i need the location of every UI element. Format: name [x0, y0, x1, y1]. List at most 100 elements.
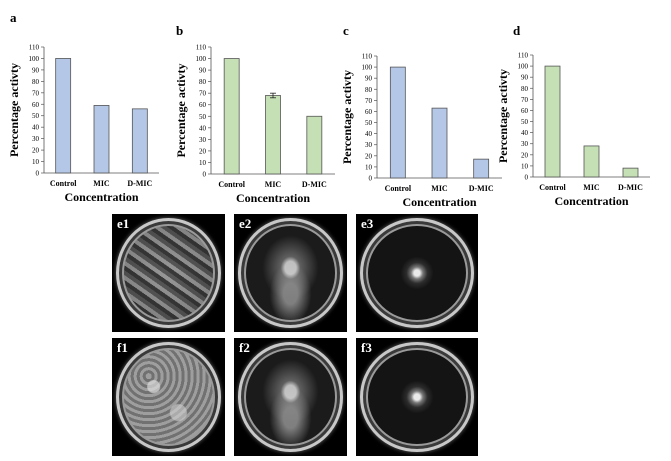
photo-label: f3 [361, 340, 372, 355]
y-tick-label: 50 [521, 118, 529, 126]
y-tick-label: 0 [525, 174, 529, 182]
y-tick-label: 50 [365, 119, 373, 127]
y-tick-label: 70 [365, 97, 373, 105]
y-tick-label: 80 [521, 85, 529, 93]
y-tick-label: 30 [521, 140, 529, 148]
bar [55, 58, 72, 174]
petri-dish [238, 218, 343, 328]
y-tick-label: 0 [369, 175, 373, 183]
y-tick-label: 10 [32, 158, 40, 166]
category-label: D-MIC [469, 184, 494, 193]
y-tick-label: 0 [36, 170, 40, 178]
photo-e1: e1 [112, 214, 225, 332]
photo-e2: e2 [234, 214, 347, 332]
y-tick-label: 80 [199, 78, 207, 86]
bar [93, 105, 110, 174]
y-axis-title: Percentage activty [340, 70, 354, 164]
category-label: MIC [431, 184, 448, 193]
y-tick-label: 100 [29, 55, 40, 63]
y-tick-label: 20 [365, 152, 373, 160]
y-tick-label: 90 [521, 74, 529, 82]
y-tick-label: 50 [199, 113, 207, 121]
y-tick-label: 110 [196, 44, 207, 52]
y-tick-label: 90 [32, 66, 40, 74]
y-tick-label: 80 [365, 86, 373, 94]
x-axis-title: Concentration [403, 195, 477, 209]
category-label: D-MIC [618, 183, 643, 192]
photo-label: e3 [361, 216, 374, 231]
panel-label: b [176, 23, 183, 38]
y-tick-label: 70 [32, 89, 40, 97]
y-tick-label: 30 [199, 136, 207, 144]
panel-label: a [10, 10, 17, 25]
y-tick-label: 110 [518, 52, 529, 60]
y-tick-label: 10 [521, 162, 529, 170]
category-label: Control [218, 180, 245, 189]
y-axis-title: Percentage activty [496, 69, 510, 163]
y-tick-label: 80 [32, 78, 40, 86]
bar [265, 95, 281, 175]
x-axis-title: Concentration [555, 194, 629, 208]
y-tick-label: 70 [521, 96, 529, 104]
y-tick-label: 100 [196, 55, 207, 63]
y-tick-label: 60 [199, 101, 207, 109]
x-axis-title: Concentration [65, 190, 139, 204]
petri-dish [360, 342, 474, 452]
x-axis-title: Concentration [236, 191, 310, 205]
photo-f3: f3 [356, 338, 478, 456]
petri-dish [238, 342, 343, 452]
panel-label: d [513, 23, 521, 38]
photo-e3: e3 [356, 214, 478, 332]
y-tick-label: 50 [32, 112, 40, 120]
petri-dish [116, 218, 221, 328]
y-tick-label: 20 [32, 147, 40, 155]
y-tick-label: 20 [521, 151, 529, 159]
y-tick-label: 30 [365, 141, 373, 149]
y-tick-label: 100 [362, 64, 373, 72]
bar [583, 145, 600, 178]
petri-dish [116, 342, 221, 452]
y-axis-title: Percentage activty [174, 63, 188, 157]
category-label: D-MIC [127, 179, 152, 188]
category-label: Control [385, 184, 412, 193]
petri-dish [360, 218, 474, 328]
category-label: MIC [93, 179, 110, 188]
photo-label: e2 [239, 216, 252, 231]
category-label: Control [539, 183, 566, 192]
photo-f1: f1 [112, 338, 225, 456]
category-label: Control [50, 179, 77, 188]
y-tick-label: 100 [518, 63, 529, 71]
y-tick-label: 90 [365, 75, 373, 83]
panel-label: c [343, 23, 349, 38]
category-label: MIC [583, 183, 600, 192]
y-axis-title: Percentage activty [7, 63, 21, 157]
y-tick-label: 10 [365, 163, 373, 171]
y-tick-label: 110 [29, 44, 40, 52]
y-tick-label: 40 [365, 130, 373, 138]
bar [223, 58, 240, 175]
bar [306, 115, 323, 175]
y-tick-label: 0 [203, 171, 207, 179]
y-tick-label: 60 [32, 101, 40, 109]
photo-label: f2 [239, 340, 250, 355]
y-tick-label: 10 [199, 159, 207, 167]
category-label: D-MIC [302, 180, 327, 189]
photo-label: e1 [117, 216, 130, 231]
bar [431, 107, 448, 179]
y-tick-label: 40 [521, 129, 529, 137]
bar [622, 167, 639, 178]
photo-label: f1 [117, 340, 128, 355]
bar [544, 65, 561, 178]
y-tick-label: 110 [362, 53, 373, 61]
category-label: MIC [265, 180, 282, 189]
y-tick-label: 40 [199, 124, 207, 132]
y-tick-label: 40 [32, 124, 40, 132]
y-tick-label: 70 [199, 90, 207, 98]
y-tick-label: 30 [32, 135, 40, 143]
y-tick-label: 90 [199, 67, 207, 75]
bar [389, 66, 406, 179]
photo-f2: f2 [234, 338, 347, 456]
y-tick-label: 60 [521, 107, 529, 115]
bar [473, 158, 490, 179]
